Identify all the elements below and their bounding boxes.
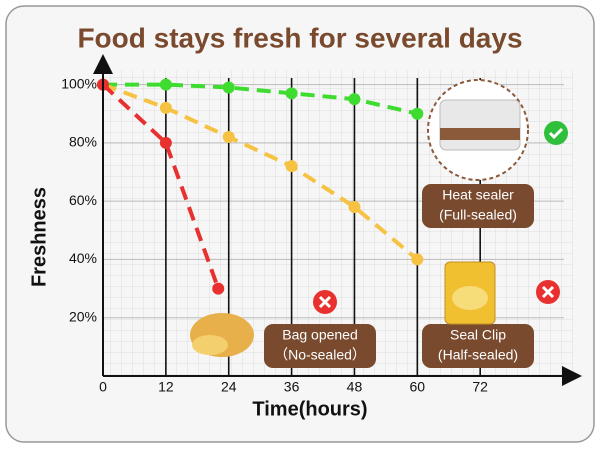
label-box [422, 184, 534, 228]
x-tick-label: 12 [158, 379, 174, 395]
point [212, 282, 225, 295]
point [159, 78, 172, 91]
point [348, 93, 361, 106]
series-note: (Full-sealed) [439, 207, 517, 223]
point [222, 81, 235, 94]
y-tick-label: 40% [69, 250, 97, 266]
series-line [102, 82, 419, 261]
point [411, 253, 424, 266]
point [159, 101, 172, 114]
x-tick-label: 36 [284, 379, 300, 395]
series-name: Seal Clip [450, 327, 506, 343]
plot: 20% 40% 60% 80% 100% 0 12 24 36 48 60 72 Heat sealer… [61, 75, 564, 395]
y-tick-label: 80% [69, 134, 97, 150]
y-tick-label: 60% [69, 192, 97, 208]
point [285, 87, 298, 100]
cross-icon [313, 280, 560, 314]
point [159, 136, 172, 149]
x-tick-label: 72 [472, 379, 488, 395]
chart-title: Food stays fresh for several days [77, 22, 522, 53]
x-tick-label: 0 [99, 379, 107, 395]
label-box [264, 324, 376, 368]
series-name: Heat sealer [442, 187, 514, 203]
check-icon [544, 121, 568, 145]
series-note: （No-sealed） [274, 347, 366, 363]
point [222, 131, 235, 144]
y-axis-label: Freshness [28, 187, 50, 287]
x-tick-label: 48 [347, 379, 363, 395]
x-tick-label: 24 [221, 379, 237, 395]
point [348, 200, 361, 213]
label-box [422, 324, 534, 368]
point [285, 160, 298, 173]
series-note: (Half-sealed) [438, 347, 518, 363]
y-tick-label: 100% [61, 75, 97, 91]
chips-image [190, 261, 496, 357]
point [411, 107, 424, 120]
y-tick-label: 20% [69, 308, 97, 324]
x-axis-label: Time(hours) [252, 398, 367, 420]
series-line [103, 82, 418, 116]
series-line [101, 83, 221, 290]
x-tick-label: 60 [410, 379, 426, 395]
series-name: Bag opened [282, 327, 358, 343]
heat-sealer-image [427, 79, 529, 181]
